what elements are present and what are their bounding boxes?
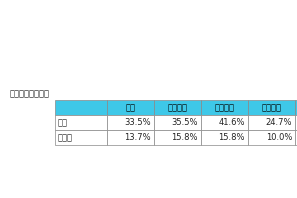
Text: 15.8%: 15.8% (219, 133, 245, 142)
Bar (248, 130, 295, 145)
Bar (55, 115, 107, 130)
Bar (107, 115, 154, 130)
Bar (107, 100, 154, 115)
Bar (295, 115, 297, 130)
Text: 10.0%: 10.0% (266, 133, 292, 142)
Text: 文系女子: 文系女子 (261, 103, 282, 112)
Bar (201, 115, 248, 130)
Text: 35.5%: 35.5% (171, 118, 198, 127)
Text: 13.7%: 13.7% (124, 133, 151, 142)
Bar (201, 130, 248, 145)
Bar (295, 130, 297, 145)
Text: 33.5%: 33.5% (124, 118, 151, 127)
Bar (55, 130, 107, 145)
Text: 全体: 全体 (126, 103, 135, 112)
Bar (248, 100, 295, 115)
Bar (201, 100, 248, 115)
Text: 理系男子: 理系男子 (214, 103, 235, 112)
Text: 41.6%: 41.6% (219, 118, 245, 127)
Bar (107, 130, 154, 145)
Bar (55, 100, 107, 115)
Bar (248, 115, 295, 130)
Bar (154, 130, 201, 145)
Text: 15.8%: 15.8% (171, 133, 198, 142)
Bar (154, 115, 201, 130)
Text: 「４月内々定率」: 「４月内々定率」 (10, 89, 50, 98)
Bar (154, 100, 201, 115)
Text: 24.7%: 24.7% (266, 118, 292, 127)
Text: 文系男子: 文系男子 (168, 103, 187, 112)
Bar (295, 100, 297, 115)
Text: はい: はい (58, 118, 68, 127)
Text: 前年比: 前年比 (58, 133, 73, 142)
